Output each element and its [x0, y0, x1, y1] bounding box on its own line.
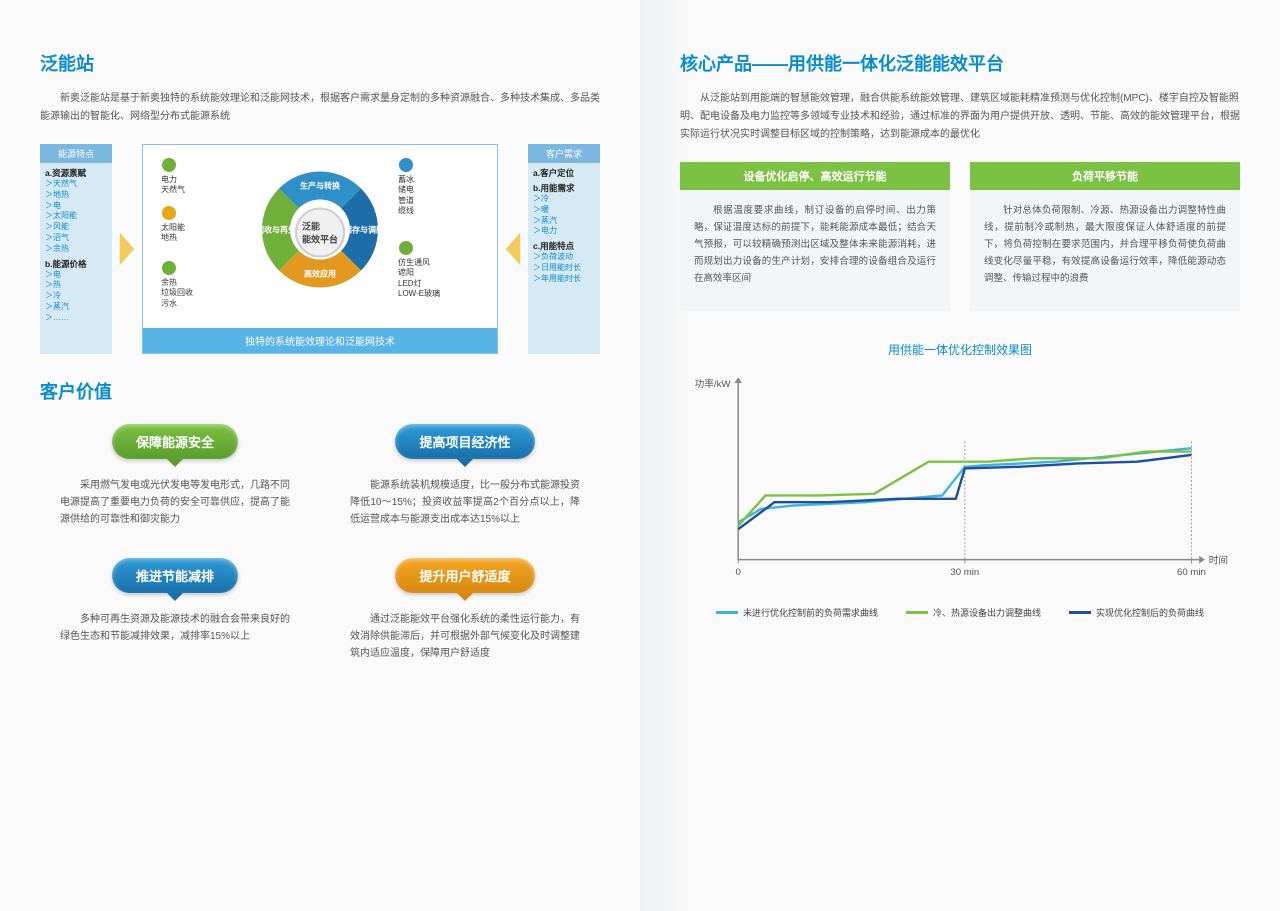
left-intro: 新奥泛能站是基于新奥独特的系统能效理论和泛能网技术，根据客户需求量身定制的多种资… [40, 90, 600, 126]
system-diagram: 能源特点a.资源禀赋＞天然气＞地热＞电＞太阳能＞风能＞沼气＞余热b.能源价格＞电… [40, 144, 600, 354]
legend-label: 冷、热源设备出力调整曲线 [933, 606, 1041, 619]
value-bubble: 提高项目经济性 [395, 424, 534, 459]
legend-label: 实现优化控制后的负荷曲线 [1096, 606, 1204, 619]
svg-text:生产与转换: 生产与转换 [300, 181, 341, 191]
right-page: 核心产品——用供能一体化泛能能效平台 从泛能站到用能端的智慧能效管理，融合供能系… [640, 0, 1280, 911]
value-bubble: 推进节能减排 [112, 558, 238, 593]
svg-text:功率/kW: 功率/kW [695, 378, 732, 390]
brochure-spread: 泛能站 新奥泛能站是基于新奥独特的系统能效理论和泛能网技术，根据客户需求量身定制… [0, 0, 1280, 911]
value-text: 通过泛能能效平台强化系统的柔性运行能力，有效消除供能滞后，并可根据外部气候变化及… [350, 611, 580, 662]
value-text: 能源系统装机规模适度，比一般分布式能源投资降低10～15%；投资收益率提高2个百… [350, 477, 580, 528]
sun-icon [161, 205, 177, 221]
value-bubble: 提升用户舒适度 [395, 558, 534, 593]
svg-text:60 min: 60 min [1177, 567, 1206, 578]
value-item: 提升用户舒适度通过泛能能效平台强化系统的柔性运行能力，有效消除供能滞后，并可根据… [350, 558, 580, 662]
optimization-chart: 功率/kW 时间 0 30 min 60 min [690, 366, 1230, 596]
legend-swatch [1069, 611, 1091, 614]
value-item: 保障能源安全采用燃气发电或光伏发电等发电形式，几路不同电源提高了重要电力负荷的安… [60, 424, 290, 528]
info-card-body: 针对总体负荷限制、冷源、热源设备出力调整特性曲线，提前制冷或制热，最大限度保证人… [970, 190, 1240, 299]
svg-text:回收与再生: 回收与再生 [256, 225, 296, 235]
center-flow-diagram: 生产与转换储存与调配高效应用回收与再生泛能能效平台 独特的系统能效理论和泛能网技… [142, 144, 498, 354]
customer-needs-panel: 客户需求a.客户定位b.用能需求＞冷＞暖＞蒸汽＞电力c.用能特点＞负荷波动＞日用… [528, 144, 600, 354]
legend-item: 实现优化控制后的负荷曲线 [1069, 606, 1204, 619]
right-intro: 从泛能站到用能端的智慧能效管理，融合供能系统能效管理、建筑区域能耗精准预测与优化… [680, 90, 1240, 144]
info-cards: 设备优化启停、高效运行节能根据温度要求曲线，制订设备的启停时间、出力策略，保证温… [680, 162, 1240, 311]
storage-icon [398, 157, 414, 173]
arrow-right-icon [118, 144, 136, 354]
svg-text:储存与调配: 储存与调配 [343, 225, 384, 235]
info-card: 设备优化启停、高效运行节能根据温度要求曲线，制订设备的启停时间、出力策略，保证温… [680, 162, 950, 311]
value-text: 多种可再生资源及能源技术的融合会带来良好的绿色生态和节能减排效果，减排率15%以… [60, 611, 290, 645]
value-item: 提高项目经济性能源系统装机规模适度，比一般分布式能源投资降低10～15%；投资收… [350, 424, 580, 528]
info-card-header: 设备优化启停、高效运行节能 [680, 162, 950, 190]
svg-text:时间: 时间 [1209, 555, 1228, 567]
info-card-body: 根据温度要求曲线，制订设备的启停时间、出力策略，保证温度达标的前提下，能耗能源成… [680, 190, 950, 299]
energy-features-panel: 能源特点a.资源禀赋＞天然气＞地热＞电＞太阳能＞风能＞沼气＞余热b.能源价格＞电… [40, 144, 112, 354]
value-bubble: 保障能源安全 [112, 424, 238, 459]
svg-text:0: 0 [736, 567, 741, 578]
chart-title: 用供能一体优化控制效果图 [680, 341, 1240, 358]
left-page: 泛能站 新奥泛能站是基于新奥独特的系统能效理论和泛能网技术，根据客户需求量身定制… [0, 0, 640, 911]
legend-label: 未进行优化控制前的负荷需求曲线 [743, 606, 878, 619]
diagram-footer: 独特的系统能效理论和泛能网技术 [143, 328, 497, 353]
value-item: 推进节能减排多种可再生资源及能源技术的融合会带来良好的绿色生态和节能减排效果，减… [60, 558, 290, 662]
legend-swatch [716, 611, 738, 614]
bulb-icon [398, 240, 414, 256]
right-title: 核心产品——用供能一体化泛能能效平台 [680, 50, 1240, 76]
legend-item: 未进行优化控制前的负荷需求曲线 [716, 606, 878, 619]
left-title: 泛能站 [40, 50, 600, 76]
svg-text:高效应用: 高效应用 [304, 269, 336, 279]
info-card-header: 负荷平移节能 [970, 162, 1240, 190]
customer-value-title: 客户价值 [40, 378, 600, 404]
legend-swatch [906, 611, 928, 614]
bolt-icon [161, 157, 177, 173]
legend-item: 冷、热源设备出力调整曲线 [906, 606, 1041, 619]
arrow-left-icon [504, 144, 522, 354]
recycle-icon [161, 260, 177, 276]
svg-text:30 min: 30 min [950, 567, 979, 578]
value-text: 采用燃气发电或光伏发电等发电形式，几路不同电源提高了重要电力负荷的安全可靠供应，… [60, 477, 290, 528]
info-card: 负荷平移节能针对总体负荷限制、冷源、热源设备出力调整特性曲线，提前制冷或制热，最… [970, 162, 1240, 311]
value-grid: 保障能源安全采用燃气发电或光伏发电等发电形式，几路不同电源提高了重要电力负荷的安… [40, 424, 600, 662]
chart-legend: 未进行优化控制前的负荷需求曲线 冷、热源设备出力调整曲线 实现优化控制后的负荷曲线 [680, 606, 1240, 619]
